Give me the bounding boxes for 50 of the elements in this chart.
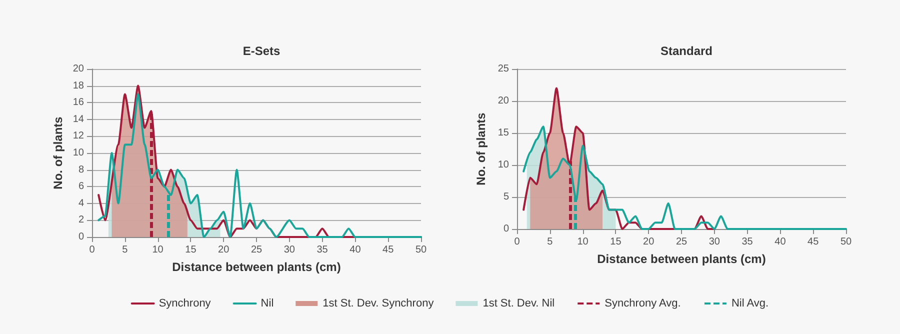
x-tick-label: 40 [774, 236, 786, 248]
y-tick-label: 8 [78, 164, 84, 176]
x-tick-label: 20 [643, 236, 655, 248]
chart-title: Standard [660, 44, 713, 58]
x-tick-label: 40 [350, 244, 362, 256]
y-tick-label: 15 [498, 128, 510, 138]
y-tick-label: 20 [72, 64, 84, 74]
x-tick-label: 25 [676, 236, 688, 248]
y-tick-label: 5 [503, 192, 510, 202]
x-tick-label: 50 [415, 244, 427, 256]
y-tick-label: 10 [498, 160, 510, 170]
y-tick-label: 4 [78, 198, 84, 209]
x-tick-label: 45 [808, 236, 820, 248]
x-tick-label: 25 [250, 244, 262, 256]
y-tick-label: 2 [78, 214, 84, 226]
x-tick-label: 10 [577, 236, 589, 248]
y-tick-label: 18 [72, 80, 84, 92]
x-tick-label: 35 [316, 244, 328, 256]
chart-title: E-Sets [242, 44, 280, 58]
x-tick-label: 15 [610, 236, 622, 248]
legend-label: 1st St. Dev. Synchrony [322, 298, 434, 310]
y-tick-label: 12 [72, 130, 84, 142]
y-tick-label: 20 [498, 96, 510, 106]
x-axis-title: Distance between plants (cm) [597, 252, 766, 266]
x-tick-label: 0 [89, 244, 96, 256]
x-tick-label: 10 [152, 244, 164, 256]
legend-label: Synchrony Avg. [604, 298, 681, 310]
y-tick-label: 0 [503, 224, 510, 234]
y-tick-label: 16 [72, 97, 84, 108]
y-tick-label: 25 [498, 64, 510, 74]
legend-label: 1st St. Dev. Nil [482, 298, 555, 310]
x-tick-label: 30 [708, 236, 720, 248]
y-axis-title: No. of plants [474, 112, 488, 186]
x-tick-label: 50 [840, 236, 852, 248]
x-tick-label: 5 [122, 244, 128, 256]
y-tick-label: 6 [78, 181, 84, 192]
x-axis-title: Distance between plants (cm) [172, 260, 341, 274]
y-axis-title: No. of plants [51, 116, 65, 190]
x-tick-label: 30 [284, 244, 296, 256]
x-tick-label: 35 [742, 236, 754, 248]
legend-label: Synchrony [158, 298, 212, 310]
legend-label: Nil Avg. [731, 298, 769, 310]
y-tick-label: 10 [72, 148, 84, 158]
y-tick-label: 14 [72, 114, 84, 125]
x-tick-label: 15 [185, 244, 197, 256]
x-tick-label: 20 [218, 244, 230, 256]
x-tick-label: 5 [547, 236, 554, 248]
legend-label: Nil [260, 298, 274, 310]
x-tick-label: 45 [382, 244, 394, 256]
x-tick-label: 0 [514, 236, 520, 248]
